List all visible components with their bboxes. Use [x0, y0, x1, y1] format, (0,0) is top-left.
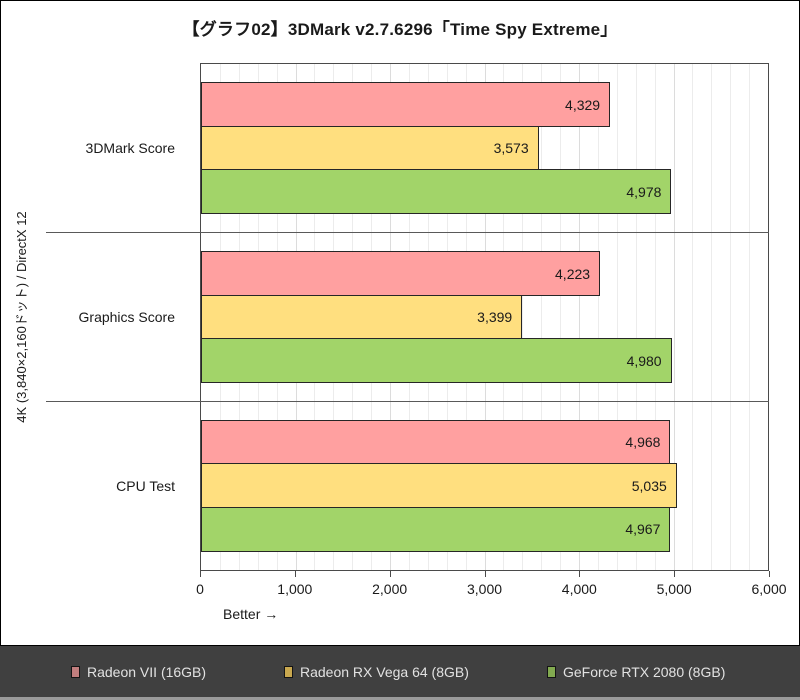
- bar-value-label: 3,399: [477, 309, 513, 325]
- chart-panel: 【グラフ02】3DMark v2.7.6296「Time Spy Extreme…: [0, 0, 800, 646]
- gridline: [673, 64, 675, 570]
- tick-label: 0: [196, 581, 204, 597]
- tick-label: 2,000: [372, 581, 408, 597]
- bar-group: 4,329 3,573 4,978: [201, 64, 768, 233]
- gridline: [654, 64, 656, 570]
- plot-area: 4,329 3,573 4,978 4,223 3,399 4,980 4,968 5,035…: [200, 63, 769, 571]
- category-label: Graphics Score: [78, 308, 175, 325]
- bottom-strip: [0, 697, 800, 700]
- bar: 4,329: [201, 82, 611, 128]
- tick-mark: [769, 571, 770, 577]
- legend-series-label: GeForce RTX 2080 (8GB): [563, 663, 726, 680]
- legend-color-swatch: [284, 665, 293, 678]
- bar-group: 4,223 3,399 4,980: [201, 233, 768, 402]
- legend-series-label: Radeon RX Vega 64 (8GB): [300, 663, 469, 680]
- legend-band: Radeon VII (16GB) Radeon RX Vega 64 (8GB)…: [0, 646, 800, 697]
- tick-label: 5,000: [656, 581, 692, 597]
- gridline: [522, 64, 524, 570]
- category-labels-column: 3DMark Score Graphics Score CPU Test: [1, 63, 187, 571]
- bar: 5,035: [201, 463, 677, 509]
- gridline: [541, 64, 543, 570]
- gridline: [730, 64, 732, 570]
- chart-title: 【グラフ02】3DMark v2.7.6296「Time Spy Extreme…: [182, 20, 618, 39]
- tick-mark: [579, 571, 581, 577]
- legend-item: Radeon VII (16GB): [71, 646, 206, 697]
- tick-mark: [389, 571, 391, 577]
- gridline: [635, 64, 637, 570]
- category-label: CPU Test: [116, 478, 175, 495]
- tick-label: 3,000: [466, 581, 503, 597]
- bar-value-label: 4,223: [555, 265, 591, 282]
- better-direction-label: Better →: [223, 606, 279, 622]
- bar: 4,978: [201, 169, 672, 215]
- legend-series-label: Radeon VII (16GB): [87, 663, 207, 680]
- bar: 3,573: [201, 125, 539, 171]
- legend-color-swatch: [71, 665, 80, 678]
- category-label: 3DMark Score: [85, 139, 175, 156]
- gridline: [692, 64, 694, 570]
- bar-value-label: 4,978: [626, 183, 662, 200]
- bar: 3,399: [201, 294, 523, 340]
- bar-value-label: 4,980: [626, 352, 662, 369]
- tick-label: 6,000: [751, 581, 787, 597]
- bar-group: 4,968 5,035 4,967: [201, 401, 768, 570]
- gridline: [560, 64, 562, 570]
- bar-value-label: 4,968: [625, 434, 661, 451]
- legend-color-swatch: [547, 665, 556, 678]
- gridline: [749, 64, 751, 570]
- bar-value-label: 5,035: [631, 477, 667, 494]
- bar: 4,223: [201, 251, 601, 296]
- gridline: [597, 64, 599, 570]
- tick-mark: [484, 571, 486, 577]
- legend-item: Radeon RX Vega 64 (8GB): [284, 646, 469, 697]
- bar: 4,967: [201, 506, 671, 552]
- tick-mark: [674, 571, 676, 577]
- gridline: [579, 64, 580, 570]
- tick-label: 1,000: [277, 581, 313, 597]
- bar: 4,980: [201, 338, 672, 383]
- gridline: [616, 64, 618, 570]
- bar-value-label: 3,573: [493, 140, 529, 157]
- gridline: [711, 64, 713, 570]
- tick-mark: [294, 571, 296, 577]
- tick-mark: [200, 571, 201, 577]
- bar: 4,968: [201, 419, 671, 465]
- legend-item: GeForce RTX 2080 (8GB): [547, 646, 725, 697]
- bar-value-label: 4,329: [565, 96, 601, 113]
- bar-value-label: 4,967: [625, 521, 661, 538]
- tick-label: 4,000: [561, 581, 597, 597]
- x-axis: 0 1,000 2,000 3,000 4,000 5,000 6,000: [196, 571, 787, 613]
